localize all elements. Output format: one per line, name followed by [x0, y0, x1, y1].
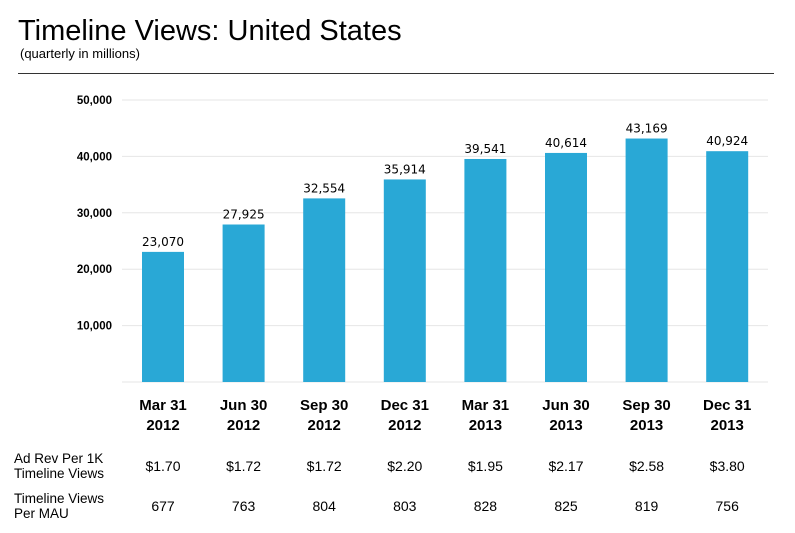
- table-cell: $3.80: [709, 458, 745, 474]
- bar: [142, 251, 184, 382]
- x-tick-label: Jun 30 2013: [542, 397, 590, 434]
- bar-value-label: 23,070: [142, 235, 184, 249]
- y-tick-label: 40,000: [77, 151, 112, 163]
- table-cell: $1.72: [306, 458, 342, 474]
- bar-value-label: 40,924: [706, 134, 748, 148]
- bar-value-label: 32,554: [303, 181, 345, 195]
- table-row-label: Ad Rev Per 1K Timeline Views: [14, 451, 105, 481]
- x-tick-label: Dec 31 2012: [380, 397, 429, 434]
- bar: [545, 152, 587, 382]
- bar-value-label: 39,541: [464, 142, 506, 156]
- table-cell: 825: [554, 498, 578, 514]
- x-tick-label: Mar 31 2013: [461, 397, 510, 434]
- table-cell: $2.20: [387, 458, 423, 474]
- bar-value-label: 40,614: [545, 136, 587, 150]
- bar: [222, 224, 265, 382]
- x-tick-label: Sep 30 2012: [300, 397, 349, 434]
- table-cell: 756: [715, 498, 739, 514]
- table-cell: 677: [151, 498, 175, 514]
- table-cell: $1.72: [226, 458, 262, 474]
- bar-value-label: 35,914: [384, 162, 426, 176]
- x-tick-label: Sep 30 2013: [622, 397, 671, 434]
- title-divider: [18, 73, 774, 74]
- x-tick-label: Dec 31 2013: [703, 397, 752, 434]
- table-cell: $1.95: [467, 458, 503, 474]
- x-tick-label: Jun 30 2012: [219, 397, 268, 434]
- chart-subtitle: (quarterly in millions): [20, 46, 140, 61]
- table-cell: $2.17: [548, 458, 584, 474]
- table-cell: 819: [634, 498, 659, 514]
- chart-title: Timeline Views: United States: [18, 15, 402, 47]
- table-cell: 804: [312, 498, 336, 514]
- table-cell: $2.58: [629, 458, 665, 474]
- table-cell: 803: [393, 498, 417, 514]
- bar-value-label: 43,169: [626, 122, 668, 136]
- table-cell: $1.70: [145, 458, 181, 474]
- x-tick-label: Mar 31 2012: [139, 397, 187, 434]
- y-tick-label: 20,000: [77, 264, 112, 276]
- table-row-label: Timeline Views Per MAU: [14, 491, 105, 521]
- bar: [464, 158, 507, 382]
- bar-value-label: 27,925: [223, 208, 265, 222]
- y-tick-label: 10,000: [77, 321, 112, 333]
- bar: [303, 198, 346, 382]
- bar: [706, 151, 749, 382]
- bar: [383, 179, 426, 382]
- table-cell: 763: [231, 498, 256, 514]
- table-cell: 828: [473, 498, 498, 514]
- y-tick-label: 50,000: [77, 95, 112, 107]
- y-tick-label: 30,000: [77, 208, 112, 220]
- bar: [625, 138, 668, 382]
